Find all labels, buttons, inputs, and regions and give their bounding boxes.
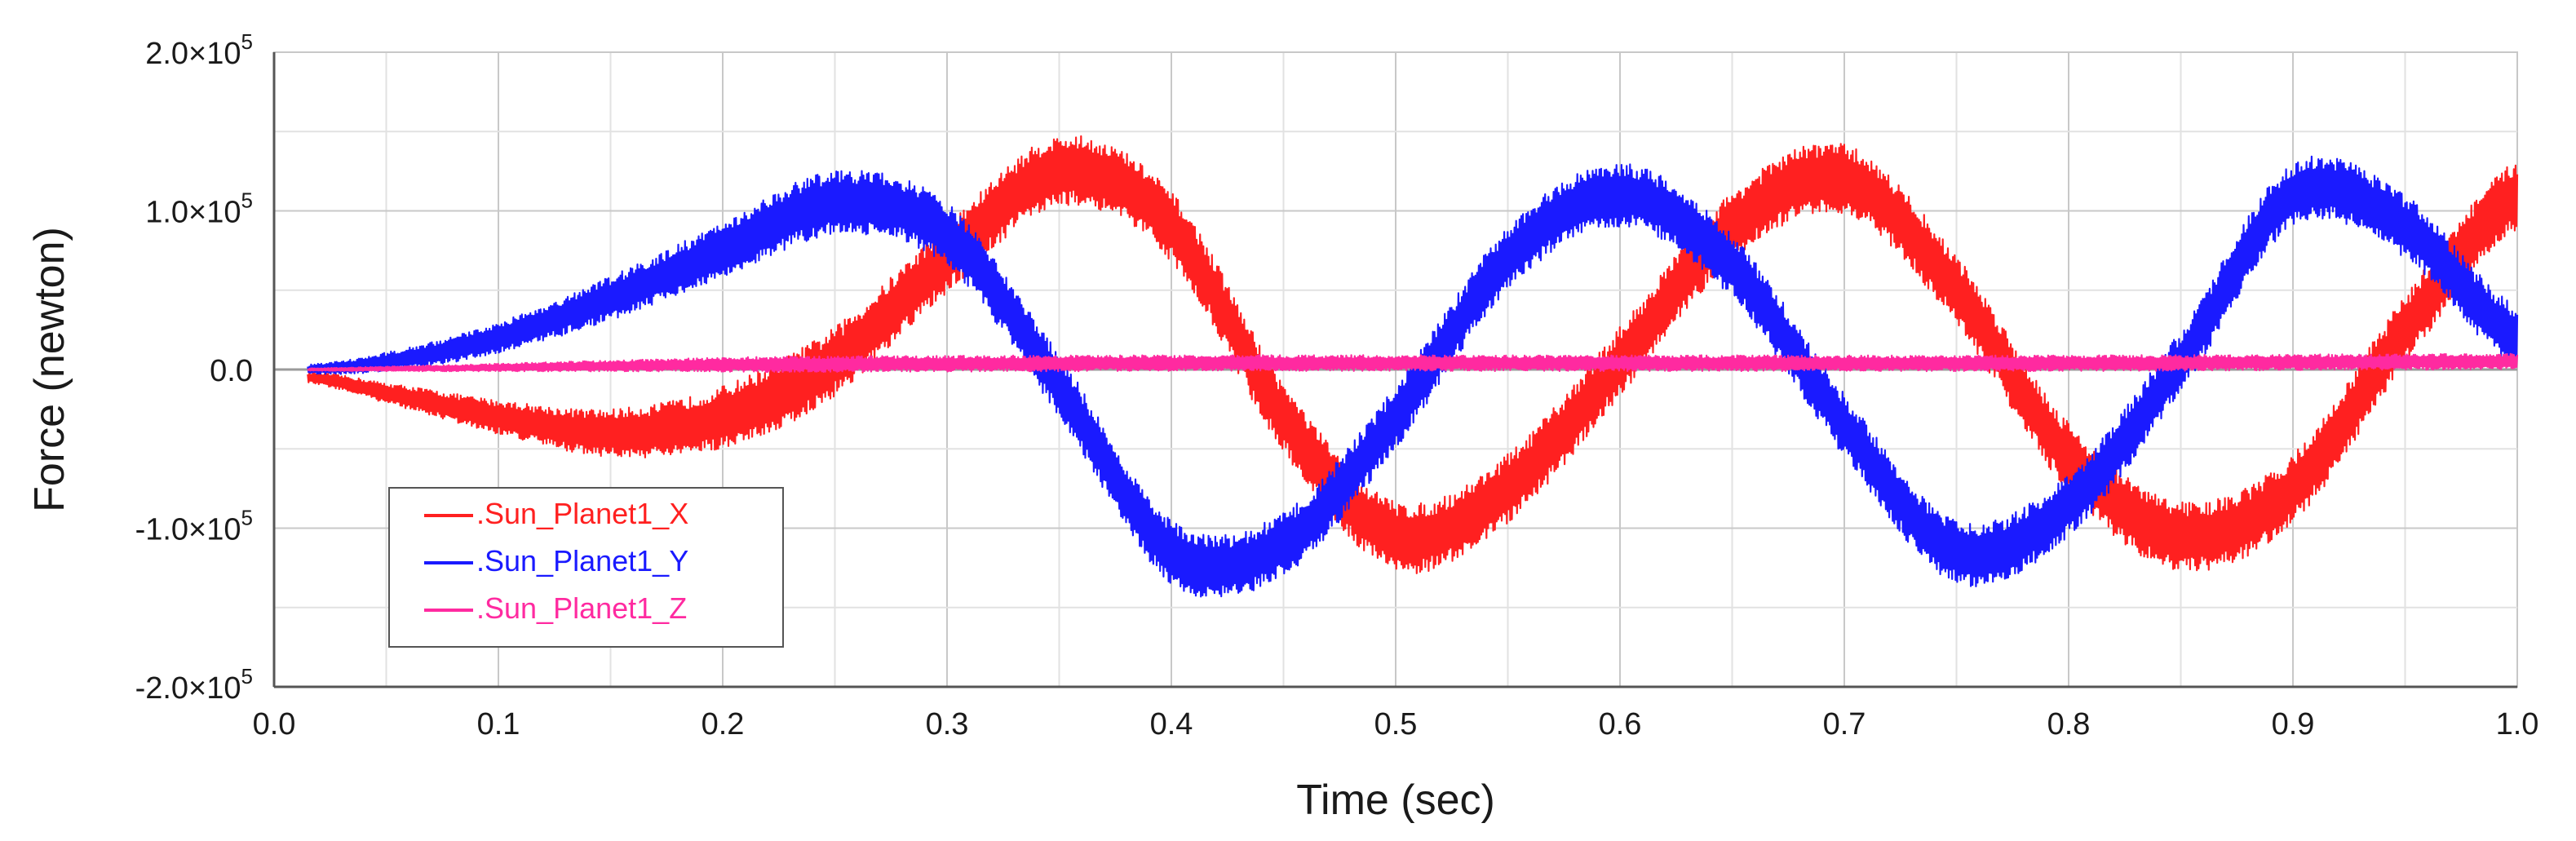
y-tick-label: -1.0×105: [135, 506, 253, 547]
y-tick-labels: 2.0×105 1.0×105 0.0 -1.0×105 -2.0×105: [135, 29, 253, 706]
x-tick-label: 0.0: [253, 707, 296, 741]
legend-label: .Sun_Planet1_Z: [476, 591, 687, 625]
legend-items: .Sun_Planet1_X .Sun_Planet1_Y .Sun_Planet1…: [424, 497, 688, 625]
x-axis-title: Time (sec): [1296, 777, 1495, 824]
x-tick-label: 0.7: [1823, 707, 1866, 741]
x-tick-label: 0.6: [1599, 707, 1642, 741]
x-tick-label: 0.8: [2047, 707, 2091, 741]
x-tick-label: 0.5: [1374, 707, 1418, 741]
series-line-1: [307, 135, 2519, 574]
x-tick-label: 0.2: [702, 707, 745, 741]
y-tick-label: -2.0×105: [135, 664, 253, 706]
legend-label: .Sun_Planet1_X: [476, 497, 688, 530]
y-tick-label: 2.0×105: [145, 29, 253, 71]
legend: .Sun_Planet1_X .Sun_Planet1_Y .Sun_Planet1…: [388, 487, 784, 648]
legend-label: .Sun_Planet1_Y: [476, 544, 688, 578]
y-tick-label: 1.0×105: [145, 188, 253, 230]
x-tick-label: 1.0: [2496, 707, 2539, 741]
x-tick-label: 0.1: [477, 707, 520, 741]
series-layer: [307, 135, 2519, 598]
x-tick-label: 0.4: [1150, 707, 1193, 741]
series-line-3: [307, 352, 2519, 374]
x-tick-label: 0.3: [926, 707, 969, 741]
x-tick-labels: 0.0 0.1 0.2 0.3 0.4 0.5 0.6 0.7 0.8 0.9 1.0: [253, 707, 2539, 741]
x-tick-label: 0.9: [2272, 707, 2315, 741]
y-axis-title: Force (newton): [26, 227, 73, 512]
y-tick-label: 0.0: [210, 354, 253, 388]
